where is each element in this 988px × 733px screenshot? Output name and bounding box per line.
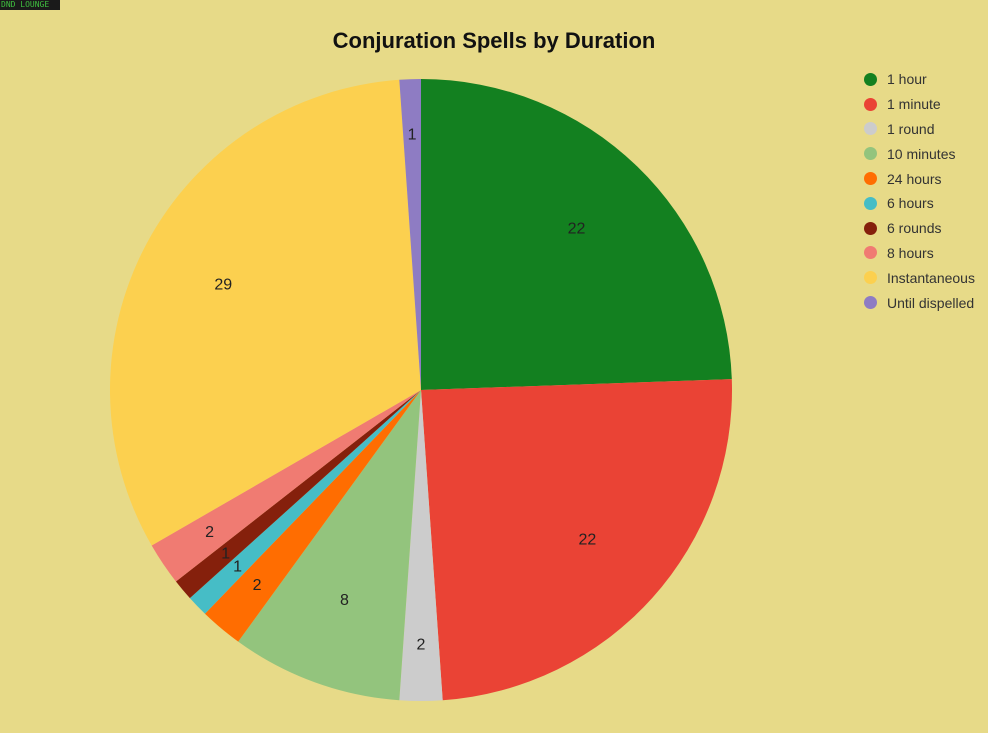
slice-value-label-6-rounds: 1 — [221, 545, 230, 562]
pie-slice-10-minutes — [238, 390, 421, 701]
slice-value-label-until-dispelled: 1 — [408, 127, 417, 144]
pie-slice-1-round — [399, 390, 443, 701]
legend-swatch-icon — [864, 221, 877, 235]
legend-label: 1 round — [887, 120, 935, 137]
slice-value-label-8-hours: 2 — [205, 524, 214, 541]
legend-swatch-icon — [864, 147, 877, 161]
pie-slice-until-dispelled — [399, 79, 421, 390]
legend-swatch-icon — [864, 246, 877, 260]
legend-label: 8 hours — [887, 244, 934, 261]
chart-title: Conjuration Spells by Duration — [332, 28, 656, 53]
legend-item-8-hours[interactable]: 8 hours — [864, 241, 975, 266]
legend-label: 6 rounds — [887, 220, 942, 237]
legend-label: Instantaneous — [887, 269, 975, 286]
legend-swatch-icon — [864, 271, 877, 285]
slice-value-label-1-hour: 22 — [568, 220, 586, 237]
pie-slice-instantaneous — [109, 79, 422, 546]
pie-slice-6-hours — [189, 390, 421, 614]
pie-slice-8-hours — [151, 390, 422, 582]
legend-swatch-icon — [864, 97, 877, 111]
legend-label: 1 minute — [887, 96, 941, 113]
legend-item-6-rounds[interactable]: 6 rounds — [864, 216, 975, 241]
legend-item-24-hours[interactable]: 24 hours — [864, 166, 975, 191]
legend-swatch-icon — [864, 72, 877, 86]
legend-item-until-dispelled[interactable]: Until dispelled — [864, 290, 975, 315]
legend-label: 1 hour — [887, 71, 927, 88]
legend-item-1-round[interactable]: 1 round — [864, 117, 975, 142]
legend-label: 10 minutes — [887, 145, 956, 162]
legend-swatch-icon — [864, 122, 877, 136]
pie-slice-1-hour — [421, 79, 732, 390]
chart-legend: 1 hour 1 minute 1 round 10 minutes 24 hours 6… — [864, 67, 975, 315]
legend-swatch-icon — [864, 296, 877, 310]
slice-value-label-1-round: 2 — [417, 637, 426, 654]
pie-slice-24-hours — [204, 390, 421, 642]
slice-value-label-24-hours: 2 — [253, 577, 262, 594]
legend-label: 24 hours — [887, 170, 942, 187]
legend-item-1-minute[interactable]: 1 minute — [864, 92, 975, 117]
slice-value-label-6-hours: 1 — [233, 559, 242, 576]
legend-swatch-icon — [864, 172, 877, 186]
legend-label: 6 hours — [887, 195, 934, 212]
legend-item-6-hours[interactable]: 6 hours — [864, 191, 975, 216]
site-badge: DND LOUNGE — [0, 0, 60, 10]
legend-item-1-hour[interactable]: 1 hour — [864, 67, 975, 92]
legend-label: Until dispelled — [887, 294, 975, 311]
slice-value-label-1-minute: 22 — [579, 531, 597, 548]
pie-slice-1-minute — [421, 379, 732, 701]
legend-swatch-icon — [864, 196, 877, 210]
pie-slice-6-rounds — [175, 390, 421, 599]
slice-value-label-10-minutes: 8 — [340, 592, 349, 609]
slice-value-label-instantaneous: 29 — [214, 276, 232, 293]
legend-item-instantaneous[interactable]: Instantaneous — [864, 265, 975, 290]
legend-item-10-minutes[interactable]: 10 minutes — [864, 141, 975, 166]
